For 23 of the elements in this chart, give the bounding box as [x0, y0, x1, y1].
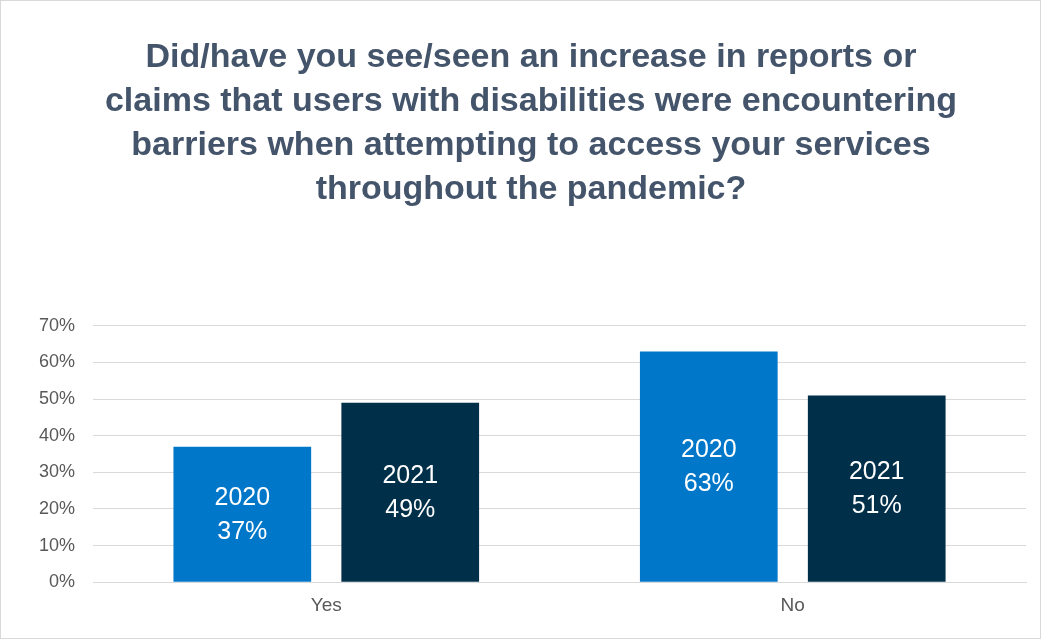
text: 2021	[848, 456, 905, 485]
y-tick-label: 60%	[39, 351, 76, 372]
x-tick-label: Yes	[310, 593, 342, 615]
bar	[341, 402, 480, 582]
y-tick-label: 50%	[39, 388, 76, 409]
chart-title: Did/have you see/seen an increase in reports or claims that users with disabilities were encountering barriers when attempting to access your services throughout the pandemic?	[103, 35, 959, 208]
data-label: 49%	[385, 494, 436, 523]
data-label: 51%	[851, 490, 902, 519]
data-label: 37%	[217, 516, 268, 545]
series-label: 2020	[214, 482, 271, 511]
y-tick-label: 0%	[49, 571, 76, 592]
y-tick-label: 40%	[39, 424, 76, 445]
y-tick-label: 30%	[39, 461, 76, 482]
bar	[639, 351, 778, 582]
y-tick-label: 20%	[39, 497, 76, 518]
y-tick-label: 10%	[39, 534, 76, 555]
text: 2020	[680, 434, 737, 463]
bar	[807, 395, 946, 582]
bar	[173, 446, 312, 582]
series-label: 2021	[382, 460, 439, 489]
y-tick-label: 70%	[39, 314, 76, 335]
data-label: 63%	[683, 468, 734, 497]
x-tick-label: No	[780, 593, 805, 615]
